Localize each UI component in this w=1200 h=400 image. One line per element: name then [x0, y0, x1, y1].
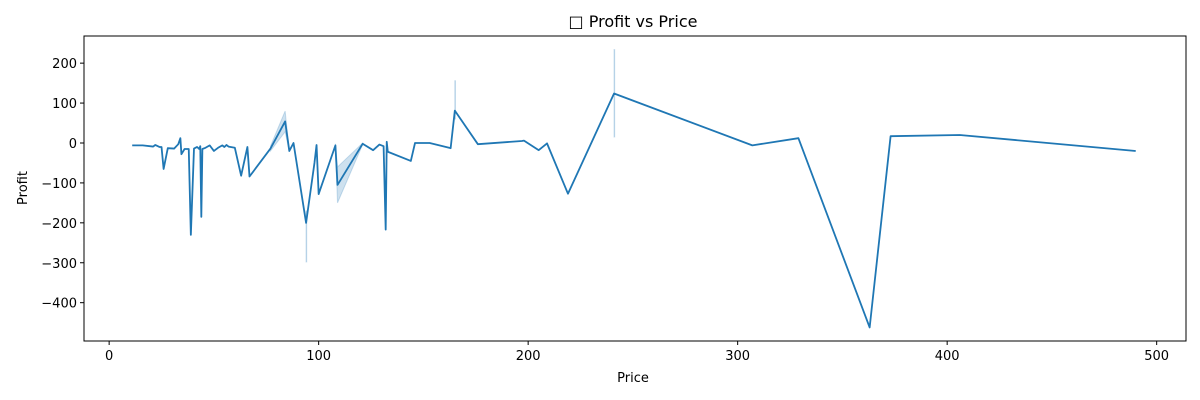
- plot-frame: [83, 35, 1187, 342]
- series-line-0: [132, 92, 1136, 329]
- confidence-band-3: [454, 80, 456, 120]
- x-tick-label: 100: [306, 349, 331, 364]
- chart-title: □ Profit vs Price: [569, 12, 698, 31]
- y-tick-label: 200: [52, 57, 77, 72]
- x-tick-label: 500: [1144, 349, 1169, 364]
- y-tick-label: −400: [41, 297, 77, 312]
- x-axis-label: Price: [617, 371, 649, 386]
- x-tick-label: 400: [935, 349, 960, 364]
- x-tick-label: 200: [516, 349, 541, 364]
- y-tick-label: 100: [52, 97, 77, 112]
- y-axis-label: Profit: [16, 171, 31, 205]
- y-tick-label: 0: [69, 137, 77, 152]
- x-tick-label: 0: [105, 349, 113, 364]
- y-tick-label: −100: [41, 177, 77, 192]
- y-tick-label: −300: [41, 257, 77, 272]
- x-tick-label: 300: [725, 349, 750, 364]
- x-axis-ticks: 0 100 200 300 400 500: [105, 341, 1169, 364]
- y-tick-label: −200: [41, 217, 77, 232]
- y-axis-ticks: 200 100 0 −100 −200 −300 −400: [41, 57, 84, 312]
- series-line-layer: [132, 92, 1136, 329]
